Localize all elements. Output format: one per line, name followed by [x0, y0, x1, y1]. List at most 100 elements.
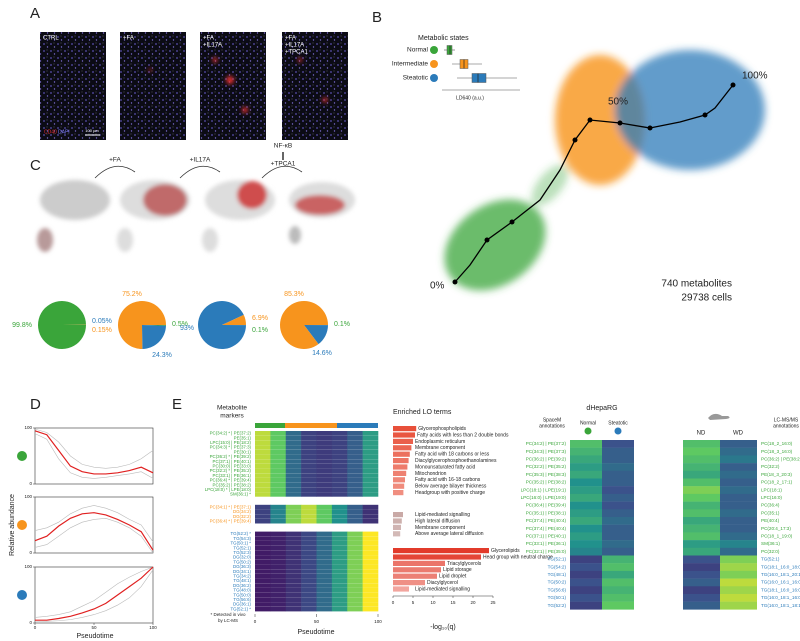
heatmap-cell — [270, 431, 287, 436]
pie-label: 6.9% — [252, 315, 268, 322]
heatmap-cell — [301, 602, 317, 607]
heatmap-cell — [301, 545, 317, 551]
heatmap-cell — [347, 592, 363, 598]
heatmap-cell — [347, 536, 363, 541]
x-tick-label: 50 — [314, 619, 320, 624]
pie-label: 24.3% — [152, 352, 172, 359]
heatmap-cell — [270, 509, 287, 515]
heatmap-cell — [602, 524, 634, 533]
pie-slice — [304, 325, 328, 345]
trace — [34, 428, 154, 469]
heatmap-cell — [347, 559, 363, 565]
heatmap-cell — [255, 578, 271, 584]
term-label: Endoplasmic reticulum — [415, 439, 465, 445]
heatmap-cell — [316, 492, 333, 497]
heatmap-cell — [720, 501, 757, 510]
heatmap-cell — [316, 564, 333, 570]
heatmap-cell — [347, 435, 363, 441]
bar — [393, 518, 402, 524]
marker-label: SM(36:1) * — [230, 492, 251, 497]
row-label: PC(18_2_17:1) — [761, 480, 793, 485]
heatmap-cell — [347, 431, 363, 436]
mouse-icon — [708, 413, 730, 420]
marker-label: LPC(18:0) * | LPE(18:0) — [205, 487, 252, 492]
x-tick-label: 100 — [374, 619, 382, 624]
heatmap-cell — [347, 504, 363, 510]
heatmap-cell — [362, 569, 379, 574]
heatmap-cell — [255, 573, 271, 579]
heatmap-cell — [270, 531, 287, 537]
section-title: Enriched LO terms — [393, 409, 452, 416]
heatmap-cell — [602, 501, 634, 510]
image-label: +TPCA1 — [285, 50, 309, 56]
heatmap-cell — [362, 449, 379, 455]
microscopy-images — [40, 32, 348, 140]
section-title: annotations — [539, 423, 565, 429]
heatmap-cell — [270, 573, 287, 579]
heatmap-cell — [301, 435, 317, 441]
image-label: +IL17A — [203, 43, 222, 49]
mean-line — [34, 430, 154, 475]
heatmap-cell — [347, 478, 363, 483]
trace — [34, 517, 154, 554]
heatmap-cell — [683, 555, 720, 564]
heatmap-cell — [362, 606, 379, 612]
heatmap-cell — [331, 509, 348, 515]
heatmap-cell — [270, 518, 287, 524]
heatmap-cell — [270, 583, 287, 588]
heatmap-cell — [331, 583, 348, 588]
state-dot — [614, 427, 622, 435]
heatmap-cell — [301, 550, 317, 555]
pie-slice — [117, 301, 166, 350]
heatmap-cell — [316, 473, 333, 478]
marker-label: PC(30:0) | PE(33:0) — [213, 463, 252, 468]
heatmap-cell — [683, 509, 720, 518]
heatmap-cell — [347, 597, 363, 602]
heatmap-cell — [362, 550, 379, 555]
heatmap-cell — [270, 592, 287, 598]
heatmap-cell — [255, 541, 271, 546]
heatmap-cell — [316, 449, 333, 455]
pie-label: 0.05% — [92, 318, 112, 325]
column-label: ND — [697, 431, 706, 437]
heatmap-cell — [362, 555, 379, 560]
term-label: Lipid-mediated signalling — [415, 512, 470, 518]
heatmap-cell — [255, 431, 271, 436]
marker-label: PC(32:2) * | PE(35:2) — [210, 468, 252, 473]
heatmap-cell — [270, 536, 287, 541]
heatmap-cell — [683, 493, 720, 502]
marker-label: TG(52:1) * — [231, 606, 252, 611]
term-label: Fatty acids with less than 2 double bond… — [417, 432, 509, 438]
row-label: PC(35:1) — [761, 510, 780, 515]
heatmap-cell — [683, 547, 720, 556]
heatmap-cell — [683, 524, 720, 533]
heatmap-cell — [570, 547, 602, 556]
heatmap-cell — [270, 545, 287, 551]
heatmap-cell — [683, 486, 720, 495]
heatmap-cell — [602, 594, 634, 602]
heatmap-cell — [255, 504, 271, 510]
trajectory-label: 50% — [608, 97, 628, 108]
heatmap-cell — [255, 531, 271, 537]
heatmap-cell — [316, 606, 333, 612]
row-label: PC(32:2) — [761, 464, 780, 469]
axis-label: -log₁₀(q) — [430, 624, 456, 631]
pie-label: 75.2% — [122, 291, 142, 298]
heatmap-cell — [683, 578, 720, 587]
heatmap-cell — [720, 601, 757, 610]
heatmap-cell — [331, 592, 348, 598]
row-label: LPC(16:0) | LPE(19:0) — [521, 495, 567, 500]
heatmap-cell — [301, 588, 317, 593]
heatmap-cell — [720, 594, 757, 602]
heatmap-cell — [316, 550, 333, 555]
heatmap-cell — [331, 504, 348, 510]
heatmap-cell — [255, 583, 271, 588]
state-dot — [17, 590, 27, 600]
heatmap-cell — [301, 504, 317, 510]
heatmap-cell — [331, 573, 348, 579]
panel-label: C — [30, 157, 41, 174]
marker-label: PC(36:4) * | PE(39:4) — [210, 478, 252, 483]
axis-label: LD640 (a.u.) — [456, 95, 484, 101]
heatmap-cell — [285, 431, 302, 436]
heatmap-cell — [602, 493, 634, 502]
